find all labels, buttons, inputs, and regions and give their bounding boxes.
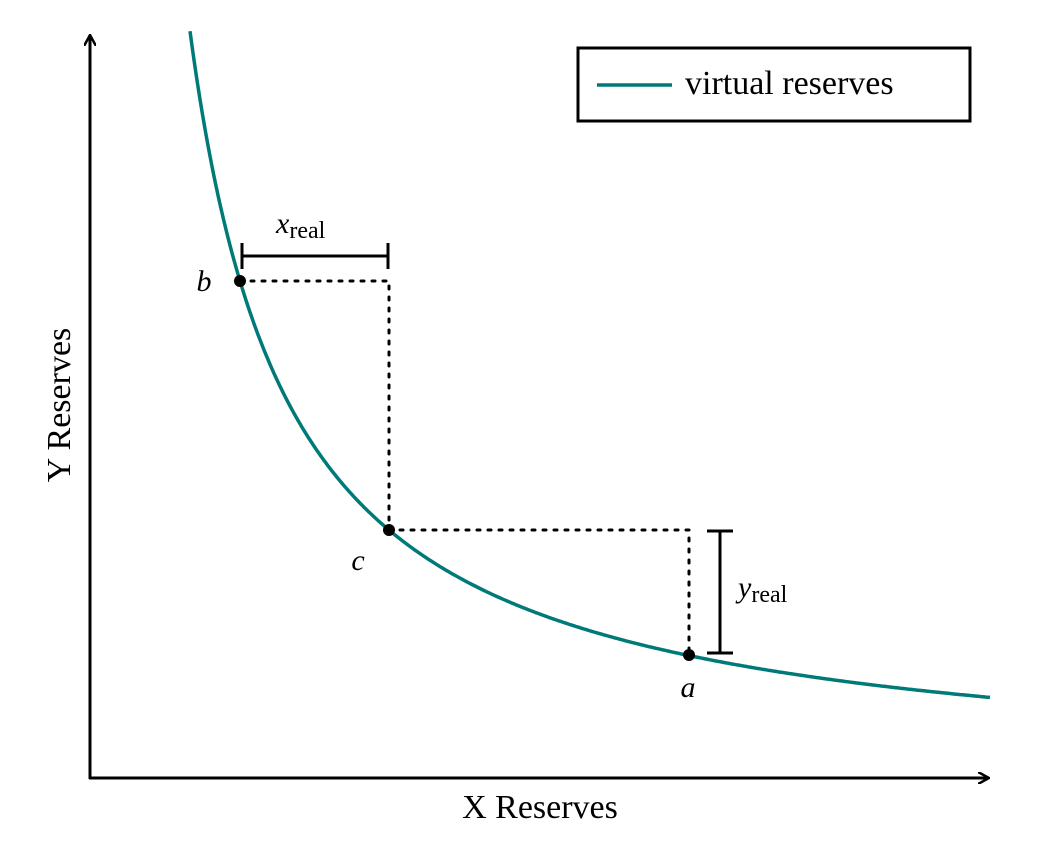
point — [683, 649, 695, 661]
curve — [188, 30, 991, 700]
legend: virtual reserves — [576, 46, 972, 123]
point-label: b — [197, 265, 212, 298]
x-axis-label: X Reserves — [462, 789, 618, 826]
x-bracket-label: xreal — [275, 207, 326, 244]
point-label: c — [351, 544, 364, 577]
y-bracket-label: yreal — [735, 571, 788, 608]
label-sub: real — [289, 218, 325, 244]
label-main: x — [275, 207, 290, 240]
y-axis-label: Y Reserves — [41, 328, 78, 483]
point — [383, 524, 395, 536]
point-label: a — [681, 671, 696, 704]
guide-line — [387, 528, 691, 657]
label-sub: real — [751, 582, 787, 608]
label-main: y — [735, 571, 752, 604]
guide-line — [238, 279, 391, 532]
point — [234, 275, 246, 287]
legend-label: virtual reserves — [685, 65, 894, 102]
y-bracket — [707, 529, 733, 655]
x-bracket — [240, 243, 390, 269]
